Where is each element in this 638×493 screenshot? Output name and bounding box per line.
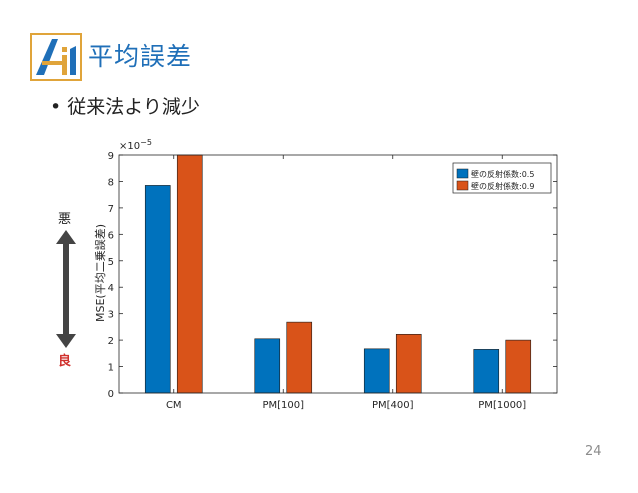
bar-series1 [254,338,281,394]
legend-swatch [456,180,469,191]
y-tick-label: 4 [108,283,114,294]
y-axis-label: MSE(平均二乗誤差) [93,224,107,322]
y-tick-label: 7 [108,204,114,215]
y-tick-label: 2 [108,336,114,347]
page-number: 24 [585,444,602,459]
bullet-symbol: • [50,96,62,118]
annotation-good: 良 [58,354,72,369]
bar-series1 [144,185,171,394]
y-tick-label: 1 [108,363,114,374]
bar-series2 [505,339,532,394]
y-tick-label: 6 [108,230,114,241]
y-exponent-label: ×10−5 [119,138,152,152]
annotation-bad: 悪 [58,212,72,227]
slide-title: 平均誤差 [88,42,193,71]
legend: 壁の反射係数:0.5 壁の反射係数:0.9 [452,162,552,194]
bars-group [144,154,532,394]
y-exponent-base: ×10 [119,141,140,152]
y-exponent-power: −5 [140,138,152,147]
x-tick-label: CM [166,400,182,411]
plot-frame [118,154,558,394]
x-tick-label: PM[400] [372,400,414,411]
y-tick-label: 5 [108,257,114,268]
bar-series2 [286,321,313,394]
legend-box [452,162,552,194]
legend-label: 壁の反射係数:0.5 [471,169,534,179]
legend-label: 壁の反射係数:0.9 [471,181,534,191]
axes-group: 0 1 2 3 4 5 6 7 8 9 CM PM[100] PM[400] PM[1000] [108,151,558,411]
x-tick-label: PM[100] [262,400,304,411]
bar-series2 [176,154,203,394]
bar-series2 [395,333,422,394]
bullet-point: • 従来法より減少 [50,92,200,119]
double-arrow-icon [56,230,76,348]
logo-icon [30,33,82,81]
bullet-text: 従来法より減少 [67,96,200,118]
bar-series1 [473,349,500,394]
y-tick-label: 8 [108,177,114,188]
legend-swatch [456,168,469,179]
x-tick-label: PM[1000] [478,400,526,411]
bar-series1 [363,348,390,394]
y-tick-label: 9 [108,151,114,162]
y-tick-label: 3 [108,310,114,321]
y-tick-label: 0 [108,389,114,400]
